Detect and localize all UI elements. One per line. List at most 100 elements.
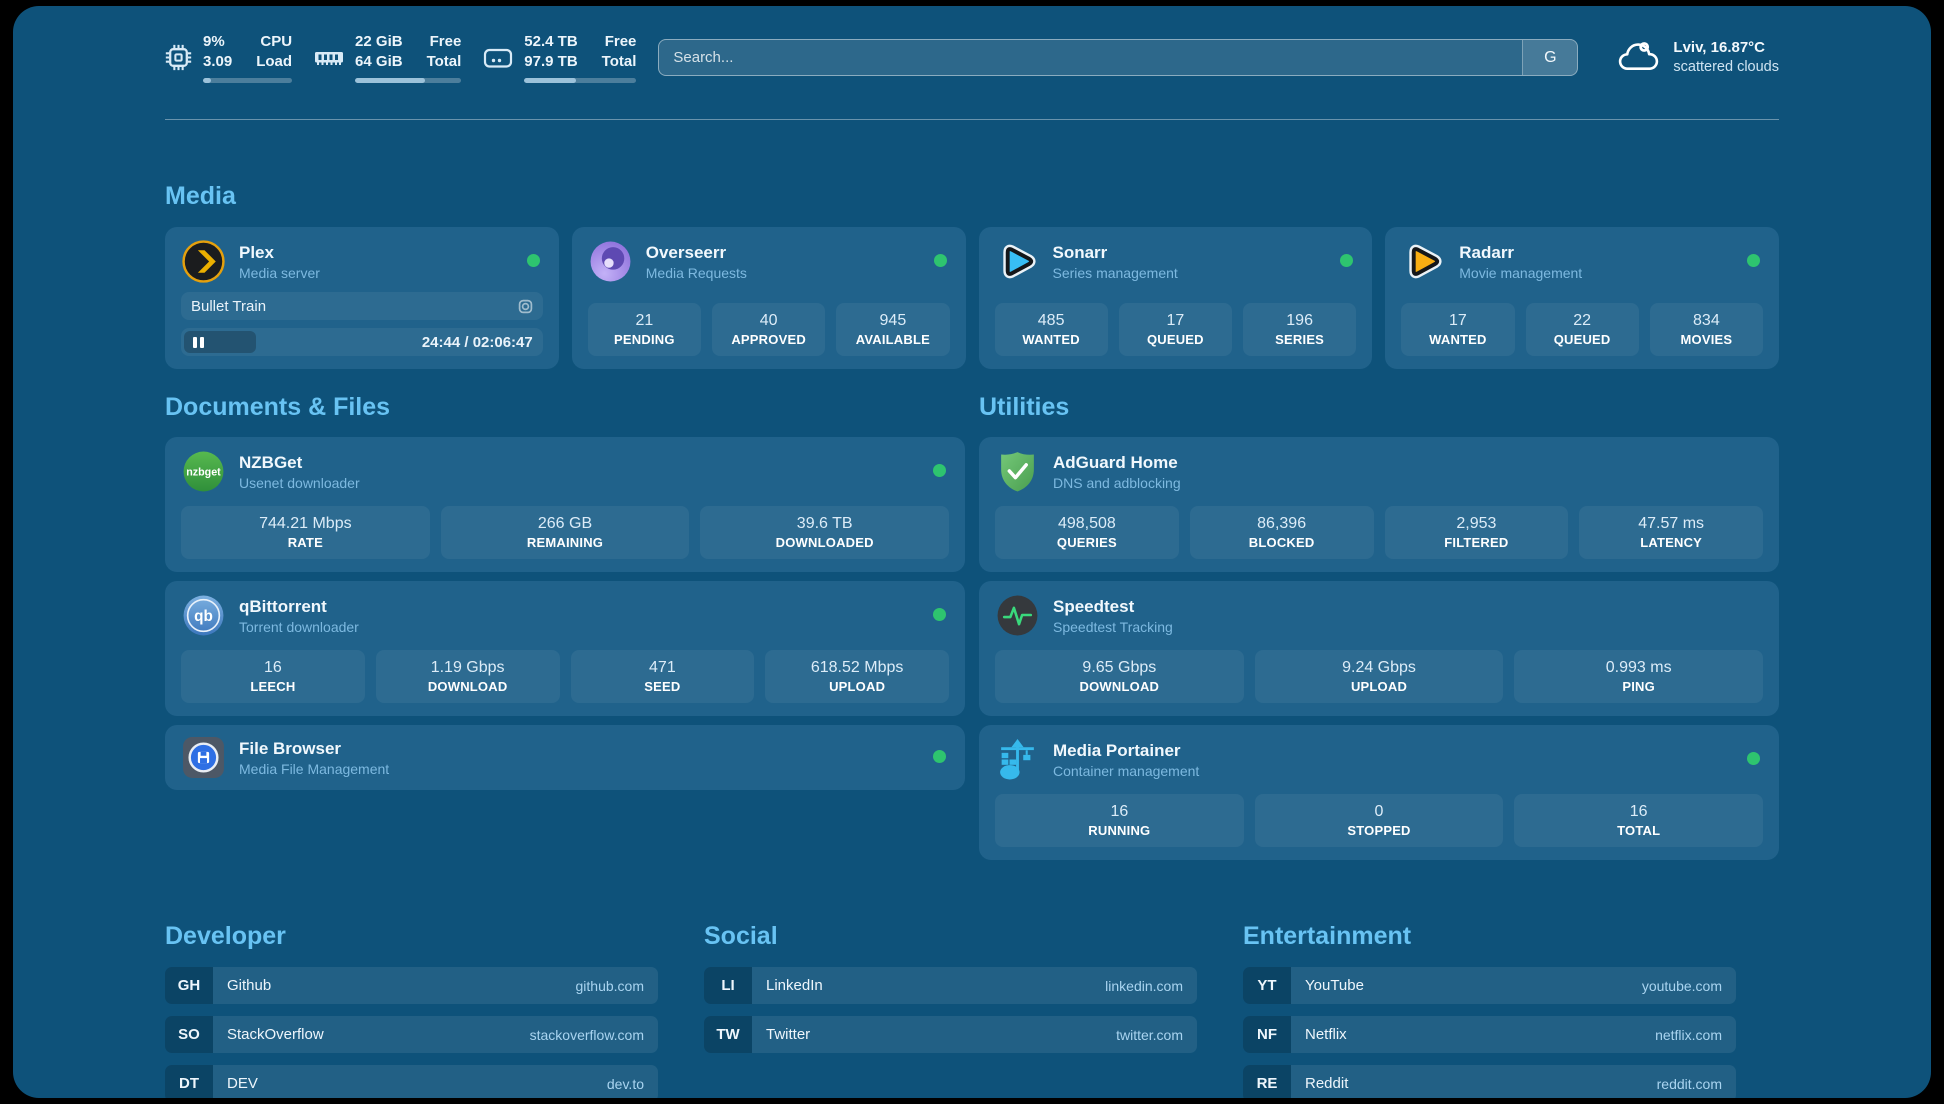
stat-latency: 47.57 ms LATENCY [1579, 506, 1763, 559]
plex-icon [181, 239, 226, 284]
bookmark-domain: linkedin.com [1105, 977, 1183, 994]
svg-text:nzbget: nzbget [186, 467, 221, 479]
stat-blocked: 86,396 BLOCKED [1189, 506, 1374, 559]
app-name: Speedtest [1053, 596, 1135, 616]
app-card-radarr[interactable]: Radarr Movie management 17 WANTED 22 QUEUE… [1385, 227, 1779, 369]
bookmark-abbr: RE [1243, 1065, 1291, 1098]
bookmark-youtube[interactable]: YT YouTube youtube.com [1243, 967, 1736, 1004]
cpu-icon [165, 44, 192, 71]
portainer-icon [995, 737, 1040, 782]
now-playing-title: Bullet Train [191, 297, 267, 315]
filebrowser-icon [181, 735, 226, 780]
bookmark-domain: stackoverflow.com [529, 1026, 644, 1043]
section-developer: Developer GH Github github.com SO StackOv… [165, 922, 658, 1098]
search-bar: G [658, 39, 1579, 76]
section-utilities: Utilities AdGuard Home DNS and adblockin… [979, 393, 1779, 860]
cpu-usage: 9% [203, 33, 225, 50]
bookmark-reddit[interactable]: RE Reddit reddit.com [1243, 1065, 1736, 1098]
app-card-qbittorrent[interactable]: qb qBittorrent Torrent downloader 16 LEEC… [165, 581, 965, 716]
app-card-nzbget[interactable]: nzbget NZBGet Usenet downloader 744.21 M… [165, 437, 965, 572]
app-subtitle: Container management [1053, 762, 1200, 779]
app-subtitle: Torrent downloader [239, 618, 359, 635]
topbar: 9% 3.09 CPU Load 22 GiB 64 GiB Free Total [165, 32, 1779, 83]
bookmark-stackoverflow[interactable]: SO StackOverflow stackoverflow.com [165, 1016, 658, 1053]
bookmark-domain: github.com [575, 977, 644, 994]
bookmark-github[interactable]: GH Github github.com [165, 967, 658, 1004]
search-input[interactable] [658, 39, 1579, 76]
app-card-overseerr[interactable]: Overseerr Media Requests 21 PENDING 40 APP… [571, 227, 966, 369]
storage-free: 52.4 TB [524, 33, 578, 50]
bookmark-name: StackOverflow [227, 1026, 324, 1043]
bookmark-twitter[interactable]: TW Twitter twitter.com [704, 1016, 1197, 1053]
plex-status-dot [526, 254, 540, 267]
sonarr-icon [995, 239, 1040, 284]
cpu-load: 3.09 [203, 53, 233, 70]
stat-filtered: 2,953 FILTERED [1384, 506, 1569, 559]
stat-rate: 744.21 Mbps RATE [181, 506, 430, 559]
cpu-label-2: Load [256, 53, 293, 70]
stat-upload: 9.24 Gbps UPLOAD [1254, 650, 1504, 703]
stat-upload: 618.52 Mbps UPLOAD [765, 650, 949, 703]
stat-ping: 0.993 ms PING [1514, 650, 1764, 703]
bookmark-abbr: YT [1243, 967, 1291, 1004]
app-name: Media Portainer [1053, 740, 1181, 760]
nzbget-status-dot [933, 464, 946, 477]
bookmark-dev[interactable]: DT DEV dev.to [165, 1065, 658, 1098]
app-name: Radarr [1459, 242, 1515, 262]
section-media: Media Plex Media server Bullet Train [165, 182, 1779, 369]
media-section-title: Media [165, 182, 236, 210]
section-documents: Documents & Files nzbget NZBGet Usenet d… [165, 393, 965, 860]
app-name: Overseerr [645, 242, 727, 262]
bookmark-netflix[interactable]: NF Netflix netflix.com [1243, 1016, 1736, 1053]
speedtest-icon [995, 593, 1040, 638]
storage-progress [524, 78, 637, 83]
overseerr-icon [588, 239, 633, 284]
storage-stat: 52.4 TB 97.9 TB Free Total [483, 32, 637, 83]
stat-stopped: 0 STOPPED [1254, 794, 1504, 847]
filebrowser-status-dot [933, 750, 946, 763]
cpu-label-1: CPU [260, 33, 293, 50]
stat-movies: 834 MOVIES [1649, 303, 1763, 356]
ram-label-2: Total [426, 53, 462, 70]
app-subtitle: Movie management [1459, 264, 1583, 281]
bookmark-name: Reddit [1305, 1075, 1349, 1092]
documents-section-title: Documents & Files [165, 393, 391, 421]
app-card-adguard[interactable]: AdGuard Home DNS and adblocking 498,508 Q… [979, 437, 1779, 572]
app-card-filebrowser[interactable]: File Browser Media File Management [165, 725, 965, 790]
search-engine-button[interactable]: G [1522, 40, 1578, 75]
app-subtitle: DNS and adblocking [1053, 474, 1181, 491]
bookmark-name: Netflix [1305, 1026, 1347, 1043]
bookmark-name: Twitter [766, 1026, 811, 1043]
app-subtitle: Media File Management [239, 760, 390, 777]
ram-label-1: Free [429, 33, 462, 50]
app-card-speedtest[interactable]: Speedtest Speedtest Tracking 9.65 Gbps DO… [979, 581, 1779, 716]
entertainment-section-title: Entertainment [1243, 922, 1412, 950]
storage-label-2: Total [601, 53, 637, 70]
app-card-plex[interactable]: Plex Media server Bullet Train 24:44 / 0… [165, 227, 559, 369]
bookmark-linkedin[interactable]: LI LinkedIn linkedin.com [704, 967, 1197, 1004]
weather-location-temp: Lviv, 16.87°C [1673, 39, 1766, 56]
ram-progress [355, 78, 462, 83]
app-name: Plex [239, 242, 274, 262]
bookmark-abbr: NF [1243, 1016, 1291, 1053]
storage-icon [483, 46, 513, 70]
bookmark-name: DEV [227, 1075, 258, 1092]
app-name: File Browser [239, 738, 342, 758]
bookmark-domain: dev.to [606, 1075, 644, 1092]
pause-icon[interactable] [191, 333, 206, 352]
bookmark-abbr: LI [704, 967, 752, 1004]
session-settings-icon[interactable] [518, 299, 533, 314]
nzbget-icon: nzbget [181, 449, 226, 494]
storage-label-1: Free [604, 33, 637, 50]
bookmark-abbr: GH [165, 967, 213, 1004]
stat-remaining: 266 GB REMAINING [440, 506, 690, 559]
social-section-title: Social [704, 922, 778, 950]
app-card-sonarr[interactable]: Sonarr Series management 485 WANTED 17 QUE… [978, 227, 1373, 369]
stat-download: 9.65 Gbps DOWNLOAD [995, 650, 1244, 703]
playback-progress-row[interactable]: 24:44 / 02:06:47 [181, 328, 543, 356]
app-name: qBittorrent [239, 596, 327, 616]
stat-seed: 471 SEED [570, 650, 755, 703]
app-card-portainer[interactable]: Media Portainer Container management 16 R… [979, 725, 1779, 860]
dashboard-screen: 9% 3.09 CPU Load 22 GiB 64 GiB Free Total [13, 6, 1931, 1098]
bookmark-abbr: TW [704, 1016, 752, 1053]
